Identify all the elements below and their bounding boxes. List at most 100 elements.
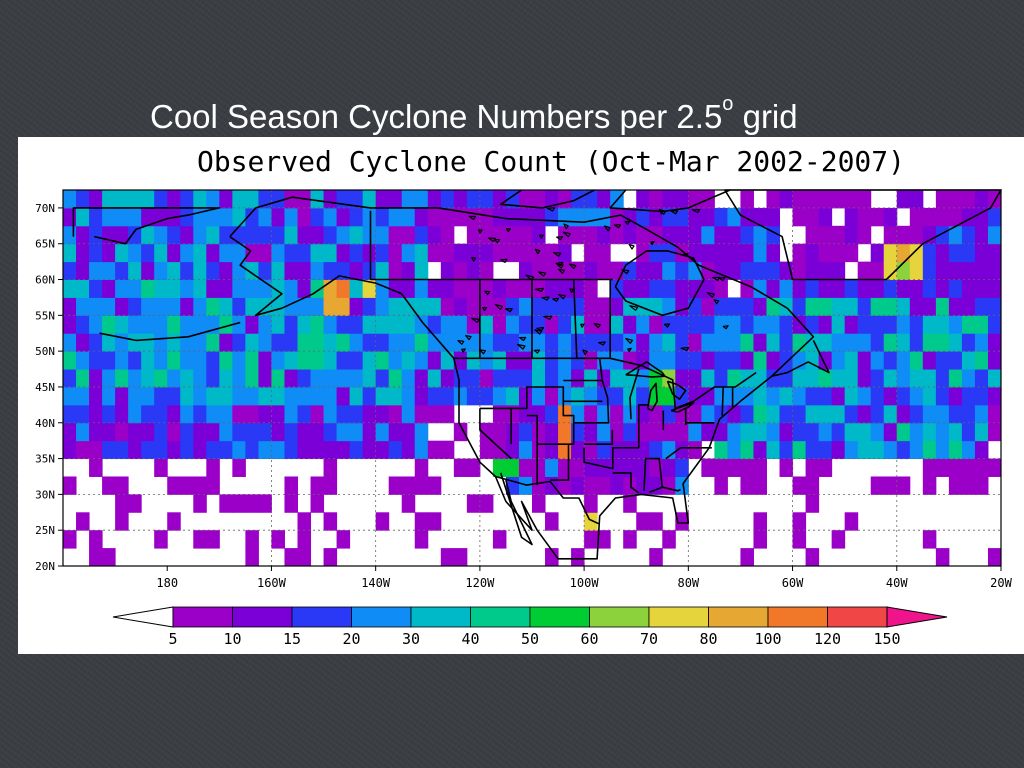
- heatmap-cell: [753, 440, 767, 460]
- heatmap-cell: [180, 207, 194, 227]
- heatmap-cell: [636, 440, 650, 460]
- heatmap-cell: [414, 512, 429, 531]
- heatmap-cell: [935, 386, 950, 406]
- latitude-tick-label: 60N: [35, 274, 55, 287]
- heatmap-cell: [948, 207, 963, 227]
- heatmap-cell: [336, 243, 351, 263]
- heatmap-cell: [623, 530, 637, 549]
- lake-outline: [471, 257, 477, 262]
- heatmap-cell: [180, 225, 194, 245]
- heatmap-cell: [857, 351, 872, 370]
- heatmap-cell: [232, 243, 246, 263]
- heatmap-cell: [883, 315, 898, 334]
- heatmap-cell: [870, 369, 885, 388]
- heatmap-cell: [636, 315, 650, 334]
- heatmap-cell: [414, 190, 429, 209]
- heatmap-cell: [675, 369, 689, 388]
- heatmap-cell: [245, 207, 259, 227]
- heatmap-cell: [401, 422, 416, 442]
- heatmap-cell: [167, 243, 181, 263]
- lake-outline: [537, 271, 547, 277]
- heatmap-cell: [584, 207, 598, 227]
- heatmap-cell: [427, 351, 442, 370]
- heatmap-cell: [427, 386, 442, 406]
- heatmap-cell: [831, 243, 846, 263]
- heatmap-cell: [479, 279, 494, 298]
- heatmap-cell: [154, 458, 168, 477]
- heatmap-cell: [232, 494, 246, 513]
- lake-outline: [493, 238, 501, 244]
- heatmap-cell: [948, 279, 963, 298]
- heatmap-cell: [987, 458, 1002, 477]
- heatmap-cell: [63, 207, 77, 227]
- heatmap-cell: [245, 494, 259, 513]
- heatmap-cell: [623, 494, 637, 513]
- heatmap-cell: [219, 386, 233, 406]
- heatmap-cell: [310, 440, 325, 460]
- heatmap-cell: [167, 512, 181, 531]
- heatmap-cell: [206, 440, 220, 460]
- heatmap-cell: [375, 279, 390, 298]
- cyclone-count-map: Observed Cyclone Count (Oct-Mar 2002-200…: [35, 145, 1012, 648]
- heatmap-cell: [505, 369, 520, 388]
- heatmap-cell: [935, 279, 950, 298]
- heatmap-cell: [662, 261, 676, 281]
- heatmap-cell: [115, 279, 129, 298]
- colorbar-bin: [708, 606, 769, 628]
- colorbar: 5 10 15 20 30 40 50 60 70 80 100 120 150: [112, 606, 948, 648]
- heatmap-cell: [284, 279, 298, 298]
- heatmap-cell: [258, 386, 272, 406]
- heatmap-cell: [401, 261, 416, 281]
- heatmap-cell: [297, 530, 312, 549]
- heatmap-cell: [662, 404, 676, 424]
- lake-superior: [625, 361, 666, 378]
- heatmap-cell: [532, 333, 546, 352]
- heatmap-cell: [440, 351, 455, 370]
- heatmap-cell: [336, 351, 351, 370]
- heatmap-cell: [896, 225, 911, 245]
- longitude-tick-label: 40W: [886, 576, 908, 590]
- heatmap-cell: [909, 261, 924, 281]
- heatmap-cell: [766, 422, 781, 442]
- heatmap-cell: [805, 440, 820, 460]
- heatmap-cell: [922, 261, 937, 281]
- heatmap-cell: [349, 225, 364, 245]
- heatmap-cell: [818, 261, 833, 281]
- heatmap-cell: [284, 351, 298, 370]
- heatmap-cell: [597, 225, 611, 245]
- heatmap-cell: [844, 333, 859, 352]
- heatmap-cell: [362, 261, 377, 281]
- heatmap-cell: [76, 422, 90, 442]
- heatmap-cell: [492, 279, 507, 298]
- heatmap-cell: [232, 458, 246, 477]
- heatmap-cell: [636, 207, 650, 227]
- lake-outline: [487, 237, 496, 242]
- heatmap-cell: [974, 386, 989, 406]
- heatmap-cell: [492, 422, 507, 442]
- heatmap-cell: [349, 261, 364, 281]
- heatmap-cell: [284, 494, 298, 513]
- heatmap-cell: [518, 476, 533, 495]
- heatmap-cell: [545, 512, 559, 531]
- heatmap-cell: [584, 458, 598, 477]
- heatmap-cell: [974, 261, 989, 281]
- heatmap-cell: [401, 190, 416, 209]
- political-border: [583, 447, 639, 470]
- heatmap-cell: [701, 225, 715, 245]
- latitude-tick-label: 25N: [35, 524, 55, 537]
- heatmap-cell: [597, 369, 611, 388]
- heatmap-cell: [558, 243, 572, 263]
- heatmap-cell: [115, 404, 129, 424]
- heatmap-cell: [128, 404, 142, 424]
- heatmap-cell: [479, 225, 494, 245]
- heatmap-cell: [102, 476, 116, 495]
- heatmap-cell: [362, 440, 377, 460]
- heatmap-cell: [518, 315, 533, 334]
- heatmap-cell: [63, 422, 77, 442]
- heatmap-cell: [909, 190, 924, 209]
- lake-outline: [543, 315, 553, 320]
- heatmap-cell: [987, 404, 1002, 424]
- heatmap-cell: [167, 190, 181, 209]
- heatmap-cell: [102, 261, 116, 281]
- heatmap-cell: [545, 386, 559, 406]
